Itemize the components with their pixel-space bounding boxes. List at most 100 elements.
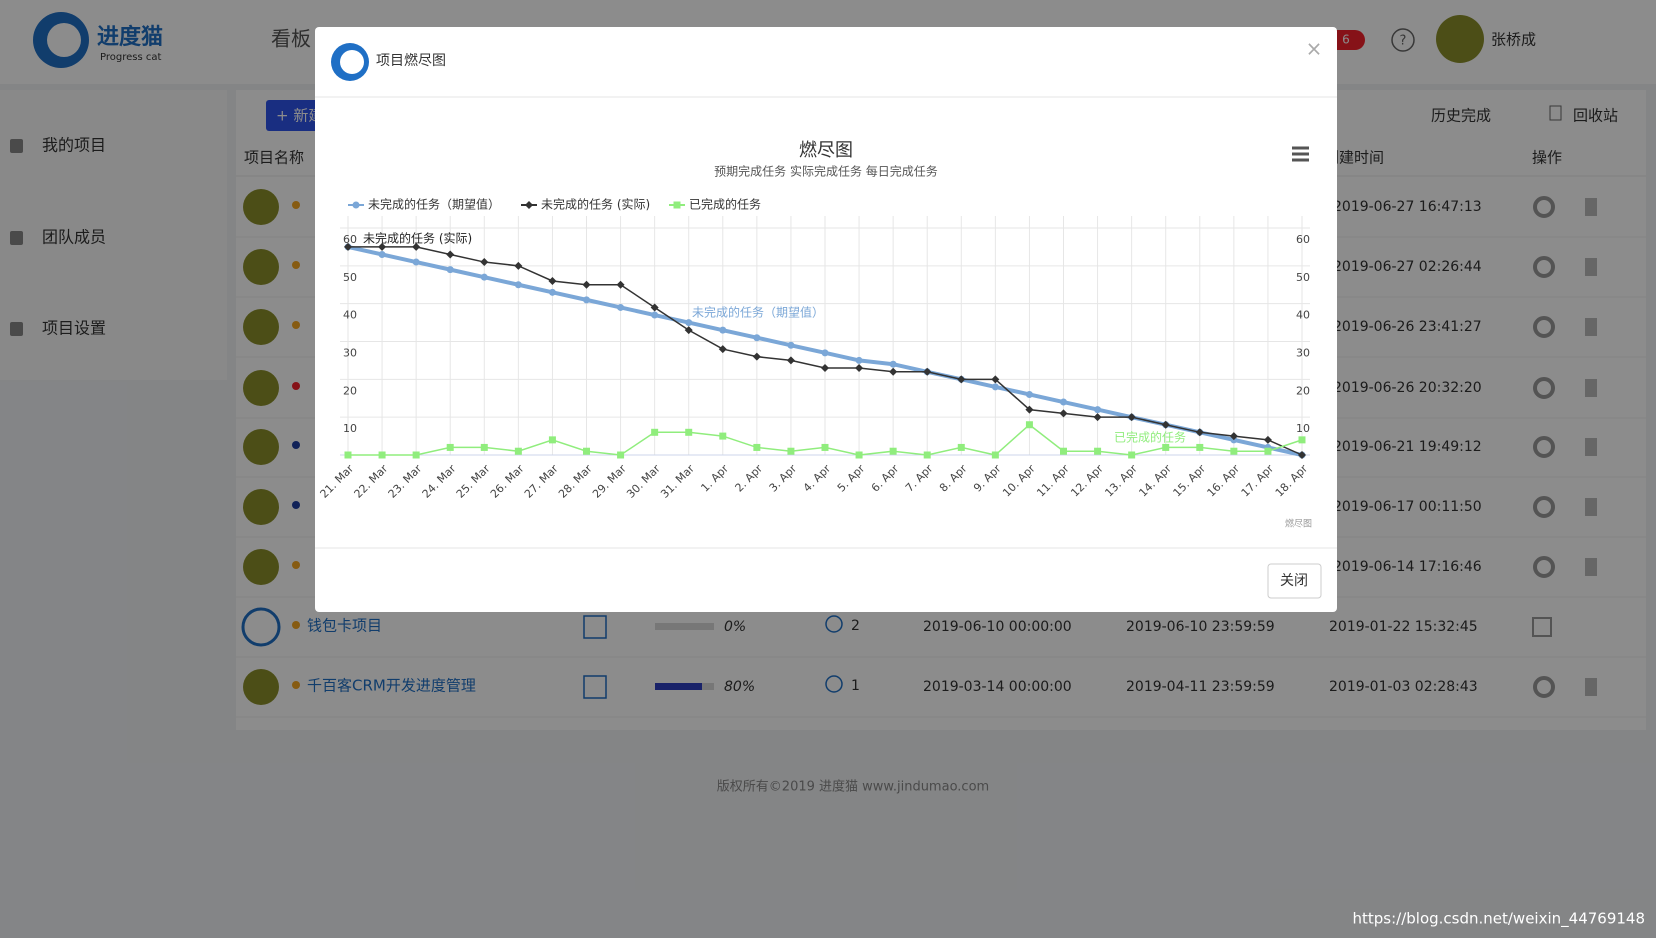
exit-icon[interactable] <box>1532 617 1552 637</box>
point <box>1025 390 1033 398</box>
point <box>344 451 352 459</box>
chart-menu[interactable] <box>1292 158 1309 162</box>
user-avatar[interactable] <box>1436 15 1484 63</box>
delete-icon[interactable] <box>1585 678 1597 696</box>
point <box>991 383 999 391</box>
created-time: 2019-06-26 23:41:27 <box>1333 319 1482 335</box>
legend-label[interactable]: 未完成的任务 (实际) <box>541 197 650 212</box>
point <box>480 273 488 281</box>
settings-icon[interactable] <box>1533 436 1555 458</box>
modal <box>315 27 1337 612</box>
status-dot <box>292 441 300 449</box>
point <box>957 443 965 451</box>
delete-icon[interactable] <box>1585 258 1597 276</box>
point <box>1093 413 1102 422</box>
chart-menu[interactable] <box>1292 146 1309 150</box>
point <box>446 443 454 451</box>
legend-label[interactable]: 未完成的任务（期望值） <box>368 197 500 212</box>
point <box>583 447 590 455</box>
logo-title: 进度猫 <box>97 24 163 50</box>
badge: 6 <box>1342 33 1350 47</box>
y-tick-label: 50 <box>343 271 357 284</box>
settings-icon[interactable] <box>1533 256 1555 278</box>
settings-icon[interactable] <box>1533 377 1555 399</box>
point <box>684 326 693 335</box>
end-time: 2019-04-11 23:59:59 <box>1126 679 1275 695</box>
series-annotation: 未完成的任务 (实际) <box>363 231 472 246</box>
delete-icon[interactable] <box>1585 198 1597 216</box>
point <box>685 319 693 327</box>
point <box>1128 451 1136 459</box>
new-button[interactable] <box>266 100 326 131</box>
point <box>650 303 659 312</box>
point <box>1025 405 1034 414</box>
delete-icon[interactable] <box>1585 498 1597 516</box>
point <box>1060 447 1067 455</box>
help-icon[interactable] <box>1391 28 1415 52</box>
row-avatar <box>243 249 279 285</box>
settings-icon[interactable] <box>1533 496 1555 518</box>
delete-icon[interactable] <box>1585 438 1597 456</box>
logo-subtitle: Progress cat <box>100 52 161 63</box>
y2-tick-label: 10 <box>1296 422 1310 435</box>
point <box>651 428 659 436</box>
point <box>1094 406 1102 414</box>
point <box>821 363 829 372</box>
row-avatar <box>243 309 279 345</box>
settings-icon[interactable] <box>1533 196 1555 218</box>
point <box>923 451 931 459</box>
point <box>412 451 420 459</box>
y2-tick-label: 40 <box>1296 309 1310 322</box>
point <box>786 356 795 365</box>
point <box>616 280 625 289</box>
project-name[interactable]: 钱包卡项目 <box>307 617 382 635</box>
point <box>1060 398 1067 406</box>
series-annotation: 未完成的任务（期望值） <box>692 305 824 320</box>
point <box>753 334 761 342</box>
point <box>582 280 591 289</box>
members-icon <box>825 615 843 633</box>
user-name: 张桥成 <box>1491 31 1536 49</box>
settings-icon[interactable] <box>1533 676 1555 698</box>
gantt-icon[interactable] <box>583 675 607 699</box>
point <box>1229 432 1238 441</box>
modal-close[interactable]: × <box>1306 37 1323 61</box>
nav-item: 看板 <box>271 27 311 51</box>
point <box>991 375 1000 384</box>
point <box>617 451 625 459</box>
delete-icon[interactable] <box>1585 379 1597 397</box>
point <box>991 451 999 459</box>
point <box>855 363 864 372</box>
recycle-link: 回收站 <box>1573 107 1618 125</box>
gantt-icon[interactable] <box>583 615 607 639</box>
created-time: 2019-01-03 02:28:43 <box>1329 679 1478 695</box>
y2-tick-label: 20 <box>1296 384 1310 397</box>
created-time: 2019-06-27 02:26:44 <box>1333 259 1482 275</box>
row-avatar <box>243 370 279 406</box>
watermark: https://blog.csdn.net/weixin_44769148 <box>1352 910 1645 929</box>
settings-icon[interactable] <box>1533 316 1555 338</box>
created-time: 2019-06-17 00:11:50 <box>1333 499 1482 515</box>
legend-label[interactable]: 已完成的任务 <box>689 197 761 212</box>
point <box>617 303 625 311</box>
modal-logo-inner <box>340 50 364 74</box>
point <box>889 367 898 376</box>
chart-credits: 燃尽图 <box>1285 518 1312 530</box>
point <box>344 242 352 251</box>
delete-icon[interactable] <box>1585 558 1597 576</box>
close-button[interactable] <box>1267 563 1322 599</box>
created-time: 2019-06-27 16:47:13 <box>1333 199 1482 215</box>
chart-menu[interactable] <box>1292 152 1309 156</box>
delete-icon[interactable] <box>1585 318 1597 336</box>
point <box>1298 451 1306 459</box>
created-time: 2019-06-21 19:49:12 <box>1333 439 1482 455</box>
members-count: 2 <box>851 618 860 634</box>
point <box>752 352 761 361</box>
settings-icon[interactable] <box>1533 556 1555 578</box>
project-name[interactable]: 千百客CRM开发进度管理 <box>307 677 476 695</box>
row-avatar <box>243 189 279 225</box>
close-button-label: 关闭 <box>1280 573 1308 589</box>
point <box>787 447 795 455</box>
point <box>719 326 727 334</box>
